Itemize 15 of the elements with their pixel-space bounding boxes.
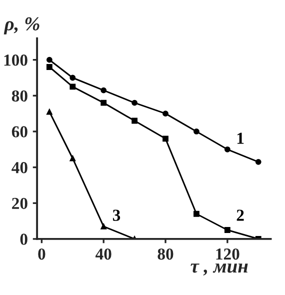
y-tick-label: 40 <box>12 162 28 174</box>
y-tick-label: 0 <box>20 234 28 245</box>
series-label: 1 <box>237 132 244 144</box>
y-tick-label: 60 <box>12 126 28 138</box>
y-tick-label: 100 <box>4 54 28 66</box>
y-axis-title: ρ, % <box>4 17 40 34</box>
x-tick-label: 40 <box>95 248 112 260</box>
y-tick-label: 20 <box>12 198 28 210</box>
series-label: 3 <box>112 210 120 221</box>
series-label: 2 <box>236 210 244 221</box>
x-axis-title: τ , мин <box>190 264 248 276</box>
x-tick-label: 120 <box>216 248 240 260</box>
x-tick-label: 0 <box>38 248 46 260</box>
x-tick-label: 80 <box>158 248 174 260</box>
y-tick-label: 80 <box>12 90 28 102</box>
